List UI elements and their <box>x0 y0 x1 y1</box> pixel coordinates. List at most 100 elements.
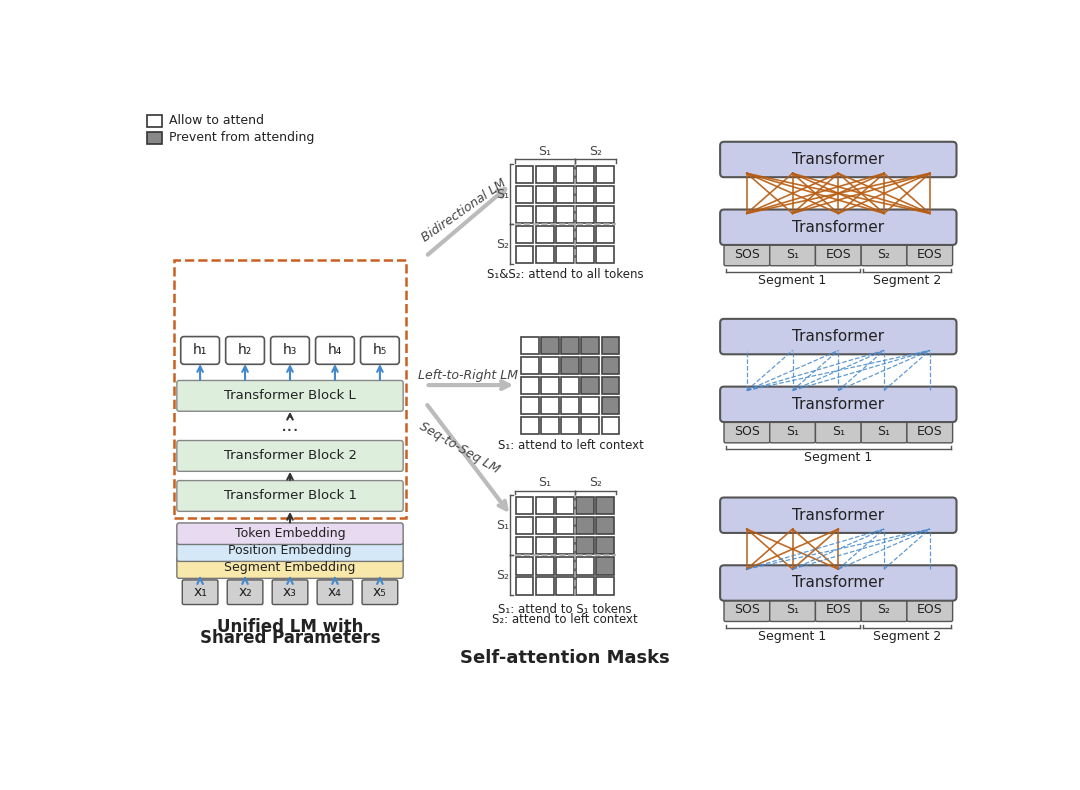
Text: S₁: S₁ <box>832 425 845 438</box>
FancyBboxPatch shape <box>180 337 219 364</box>
Text: SOS: SOS <box>734 604 760 616</box>
Bar <box>576 536 594 555</box>
FancyBboxPatch shape <box>315 337 354 364</box>
Text: S₁: attend to left context: S₁: attend to left context <box>498 439 644 453</box>
Bar <box>576 497 594 514</box>
Bar <box>556 517 573 535</box>
Bar <box>596 517 613 535</box>
Bar <box>562 377 579 394</box>
Bar <box>515 166 534 183</box>
Text: S₁: S₁ <box>786 248 799 261</box>
Text: S₁: S₁ <box>878 425 891 438</box>
Bar <box>541 337 559 354</box>
FancyBboxPatch shape <box>907 243 953 265</box>
Bar <box>515 205 534 224</box>
Bar <box>147 132 162 144</box>
Bar <box>515 577 534 595</box>
Bar <box>596 557 613 574</box>
Text: EOS: EOS <box>825 604 851 616</box>
Bar <box>596 497 613 514</box>
Bar <box>576 577 594 595</box>
Bar <box>515 517 534 535</box>
Text: SOS: SOS <box>734 425 760 438</box>
Text: S₂: S₂ <box>878 248 891 261</box>
Bar <box>541 377 559 394</box>
FancyBboxPatch shape <box>720 566 957 600</box>
Bar <box>602 397 619 414</box>
FancyBboxPatch shape <box>361 337 400 364</box>
Text: Segment Embedding: Segment Embedding <box>225 561 355 574</box>
Bar <box>602 377 619 394</box>
Bar <box>596 226 613 243</box>
Bar <box>556 205 573 224</box>
Bar <box>596 246 613 263</box>
FancyBboxPatch shape <box>318 580 353 604</box>
FancyBboxPatch shape <box>183 580 218 604</box>
Bar <box>536 205 554 224</box>
Text: S₂: S₂ <box>878 604 891 616</box>
Text: EOS: EOS <box>917 248 943 261</box>
FancyBboxPatch shape <box>226 337 265 364</box>
FancyBboxPatch shape <box>720 209 957 245</box>
FancyBboxPatch shape <box>720 386 957 422</box>
Bar <box>576 557 594 574</box>
Text: Transformer: Transformer <box>793 220 885 235</box>
Text: Left-to-Right LM: Left-to-Right LM <box>418 370 518 382</box>
Text: x₂: x₂ <box>239 585 252 600</box>
Text: Self-attention Masks: Self-attention Masks <box>460 649 670 668</box>
FancyBboxPatch shape <box>227 580 262 604</box>
FancyBboxPatch shape <box>907 598 953 622</box>
Text: Prevent from attending: Prevent from attending <box>170 131 314 145</box>
Text: S₂: attend to left context: S₂: attend to left context <box>492 614 638 626</box>
Text: S₁: attend to S₁ tokens: S₁: attend to S₁ tokens <box>498 603 632 615</box>
Text: h₂: h₂ <box>238 344 252 357</box>
FancyBboxPatch shape <box>907 419 953 443</box>
Bar <box>581 416 599 435</box>
Bar <box>521 356 539 374</box>
Bar <box>596 536 613 555</box>
Bar <box>515 536 534 555</box>
FancyBboxPatch shape <box>720 141 957 177</box>
Text: h₅: h₅ <box>373 344 387 357</box>
FancyBboxPatch shape <box>177 523 403 544</box>
Text: ...: ... <box>281 416 299 435</box>
Text: Transformer Block 1: Transformer Block 1 <box>224 490 356 502</box>
Bar <box>541 356 559 374</box>
Bar <box>576 517 594 535</box>
Text: SOS: SOS <box>734 248 760 261</box>
Bar <box>536 557 554 574</box>
Bar <box>596 166 613 183</box>
FancyBboxPatch shape <box>362 580 397 604</box>
Text: x₄: x₄ <box>328 585 342 600</box>
FancyBboxPatch shape <box>815 598 861 622</box>
Text: S₂: S₂ <box>496 569 509 581</box>
Bar <box>596 577 613 595</box>
Bar <box>536 166 554 183</box>
Bar <box>576 226 594 243</box>
Bar <box>521 377 539 394</box>
FancyBboxPatch shape <box>724 243 770 265</box>
Text: Token Embedding: Token Embedding <box>234 527 346 540</box>
Bar <box>556 577 573 595</box>
Text: Seq-to-Seq LM: Seq-to-Seq LM <box>417 419 501 476</box>
Text: Segment 1: Segment 1 <box>758 274 826 287</box>
Bar <box>536 577 554 595</box>
FancyBboxPatch shape <box>815 243 861 265</box>
Bar <box>556 557 573 574</box>
Bar <box>602 356 619 374</box>
FancyBboxPatch shape <box>724 598 770 622</box>
FancyBboxPatch shape <box>724 419 770 443</box>
Bar <box>556 166 573 183</box>
Bar <box>541 397 559 414</box>
Bar <box>556 497 573 514</box>
FancyBboxPatch shape <box>770 243 815 265</box>
Text: Position Embedding: Position Embedding <box>228 544 352 557</box>
Bar <box>536 517 554 535</box>
Bar <box>515 226 534 243</box>
Bar <box>147 115 162 127</box>
FancyBboxPatch shape <box>177 441 403 472</box>
FancyBboxPatch shape <box>271 337 309 364</box>
Text: S₁: S₁ <box>496 519 509 532</box>
Text: h₁: h₁ <box>193 344 207 357</box>
Bar <box>576 205 594 224</box>
